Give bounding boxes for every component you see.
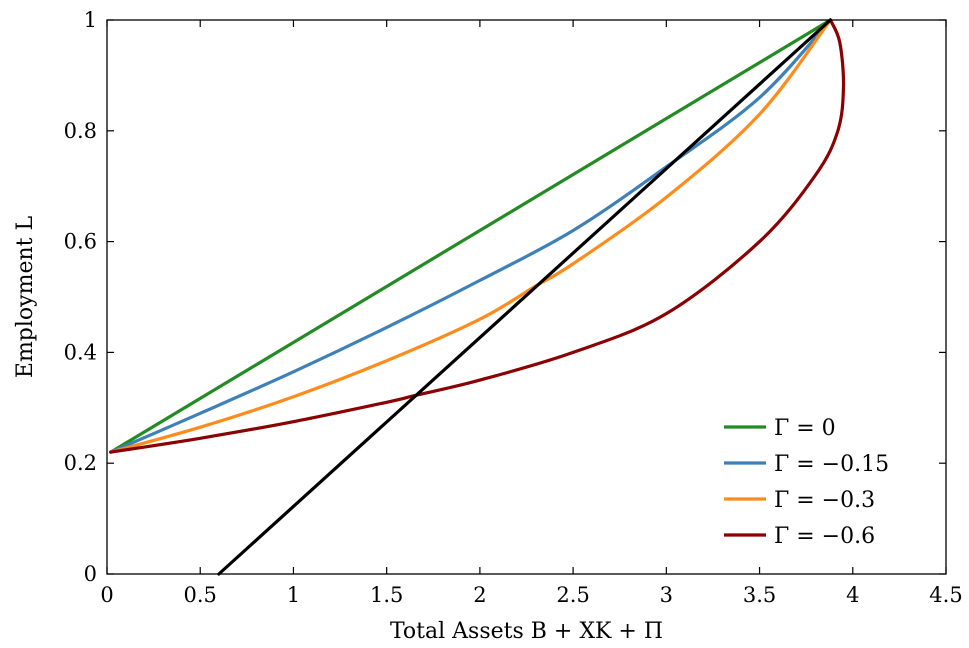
legend: Γ = 0 Γ = −0.15 Γ = −0.3 Γ = −0.6 [724, 416, 889, 549]
x-tick-label: 3 [660, 583, 673, 607]
plot-lines [109, 18, 846, 576]
x-tick-label: 1.5 [370, 583, 403, 607]
series-line-1 [109, 18, 832, 454]
x-tick-label: 0.5 [184, 583, 217, 607]
legend-label: Γ = −0.3 [774, 488, 875, 513]
x-tick-label: 2 [473, 583, 486, 607]
y-tick-label: 0.8 [64, 119, 97, 143]
reference-line [217, 18, 833, 576]
x-tick-label: 1 [287, 583, 300, 607]
x-tick-label: 3.5 [743, 583, 776, 607]
y-tick-label: 1 [84, 8, 97, 32]
y-axis-title: Employment L [13, 216, 38, 379]
x-axis-title: Total Assets B + XK + Π [390, 619, 663, 644]
legend-label: Γ = 0 [774, 416, 836, 441]
plot-frame [106, 19, 947, 575]
y-tick-label: 0.4 [64, 340, 97, 364]
y-tick-label: 0 [84, 562, 97, 586]
x-tick-label: 4 [846, 583, 859, 607]
legend-label: Γ = −0.15 [774, 452, 889, 477]
series-line-3 [109, 18, 846, 454]
y-tick-label: 0.6 [64, 230, 97, 254]
legend-label: Γ = −0.6 [774, 524, 875, 549]
series-line-2 [109, 18, 832, 454]
ticks: 0 0.5 1 1.5 2 2.5 3 3.5 4 4.5 0 0.2 0.4 0.6 0.8 1 [64, 8, 963, 607]
x-tick-label: 0 [100, 583, 113, 607]
y-tick-label: 0.2 [64, 451, 97, 475]
x-tick-label: 2.5 [556, 583, 589, 607]
series-line-0 [109, 18, 833, 454]
x-tick-label: 4.5 [929, 583, 962, 607]
